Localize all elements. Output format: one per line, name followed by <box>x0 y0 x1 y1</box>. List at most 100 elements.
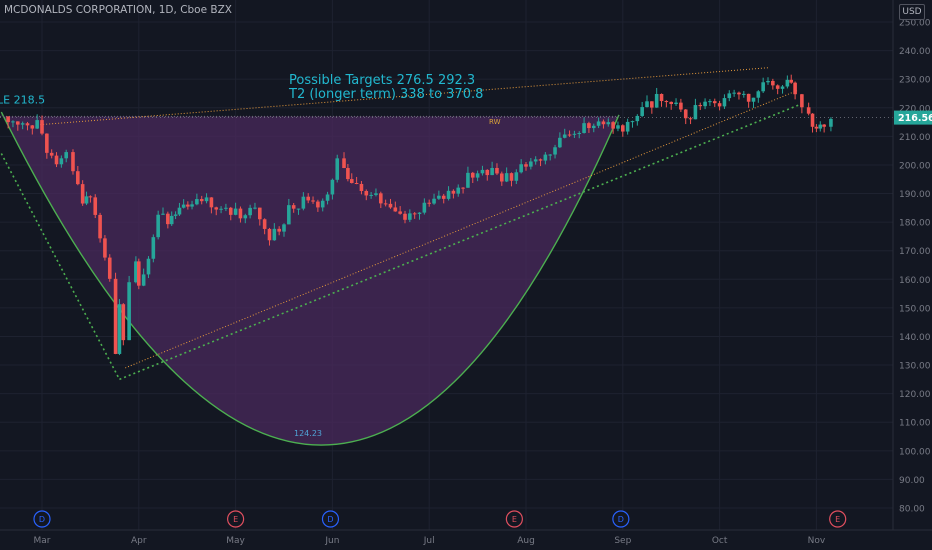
candle-body <box>25 123 30 126</box>
candle-body <box>243 215 248 219</box>
trendline-orange[interactable] <box>125 90 798 369</box>
marker-circle <box>33 510 51 528</box>
currency-badge[interactable]: USD <box>899 4 925 20</box>
trendline-orange[interactable] <box>37 67 769 126</box>
candle-body <box>500 173 504 182</box>
candle-body <box>524 164 528 167</box>
candle-body <box>688 118 693 120</box>
earnings-marker[interactable]: E <box>829 510 847 528</box>
candle-body <box>199 199 204 202</box>
candle-body <box>320 200 325 208</box>
candle-body <box>30 125 35 129</box>
y-tick-label: 230.00 <box>899 76 931 86</box>
marker-circle <box>829 510 847 528</box>
x-tick-label: May <box>226 536 245 546</box>
candle-body <box>529 161 533 167</box>
y-tick-label: 90.00 <box>899 476 925 486</box>
candle-body <box>558 137 562 148</box>
marker-letter: E <box>233 515 238 524</box>
candle-body <box>54 155 59 165</box>
y-tick-label: 150.00 <box>899 304 931 314</box>
dividend-marker[interactable]: D <box>321 510 340 528</box>
dividend-marker[interactable]: D <box>33 510 51 528</box>
earnings-marker[interactable]: E <box>227 510 245 528</box>
candle-body <box>359 183 364 192</box>
candle-body <box>456 187 461 194</box>
candle-body <box>195 199 199 205</box>
x-tick-label: Apr <box>131 536 147 546</box>
candle-body <box>810 113 815 127</box>
candle-body <box>504 173 509 182</box>
candle-body <box>93 197 98 215</box>
marker-letter: E <box>835 515 840 524</box>
candle-body <box>224 207 228 209</box>
y-tick-label: 210.00 <box>899 133 931 143</box>
cup-curve[interactable] <box>0 111 620 446</box>
candle-body <box>674 102 678 105</box>
cup-bottom-label[interactable]: 124.23 <box>294 429 322 438</box>
targets-line-1[interactable]: Possible Targets 276.5 292.3 <box>289 73 475 88</box>
candle-body <box>495 167 499 174</box>
candle-body <box>272 228 277 241</box>
trendline-green[interactable] <box>119 104 800 381</box>
symbol-title[interactable]: MCDONALDS CORPORATION, 1D, Cboe BZX <box>4 4 232 16</box>
y-tick-label: 170.00 <box>899 247 931 257</box>
x-tick-label: Mar <box>34 536 51 546</box>
candle-body <box>509 173 514 181</box>
last-price-label: 216.56 <box>898 113 932 124</box>
candle-body <box>40 120 44 134</box>
candle-body <box>601 121 606 125</box>
candle-body <box>422 202 427 213</box>
candle-body <box>204 197 209 202</box>
candle-body <box>277 228 281 232</box>
candle-body <box>829 118 833 127</box>
cup-area <box>1 112 619 446</box>
candle-body <box>219 208 223 210</box>
marker-circle <box>227 510 245 528</box>
candle-body <box>746 93 751 102</box>
candle-body <box>485 169 490 176</box>
candle-body <box>621 125 625 132</box>
candle-body <box>793 82 797 95</box>
candle-body <box>121 304 126 341</box>
candle-body <box>446 190 451 199</box>
candle-body <box>388 203 393 208</box>
candle-body <box>64 152 68 159</box>
candle-body <box>818 124 823 129</box>
candle-body <box>775 85 780 89</box>
x-tick-label: Jul <box>423 536 435 546</box>
candle-body <box>88 196 93 198</box>
candle-body <box>177 207 182 215</box>
y-tick-label: 140.00 <box>899 333 931 343</box>
candle-body <box>606 122 611 125</box>
marker-circle <box>612 510 630 528</box>
candle-body <box>742 93 746 95</box>
candle-body <box>466 172 470 188</box>
candle-body <box>771 80 775 86</box>
y-tick-label: 100.00 <box>899 447 931 457</box>
candle-body <box>262 219 267 229</box>
candle-body <box>35 120 39 129</box>
candle-body <box>562 134 567 138</box>
candle-body <box>80 184 85 204</box>
candle-body <box>258 207 262 220</box>
candle-body <box>480 169 485 174</box>
candle-body <box>654 93 659 108</box>
candle-body <box>577 132 582 134</box>
candle-body <box>169 215 174 225</box>
candle-body <box>470 172 475 178</box>
marker-letter: D <box>618 515 624 524</box>
level-label[interactable]: LE 218.5 <box>0 93 45 106</box>
candle-body <box>253 207 257 209</box>
last-price-badge[interactable] <box>894 110 932 125</box>
earnings-marker[interactable]: E <box>505 510 523 528</box>
candle-body <box>325 194 330 201</box>
price-scale[interactable] <box>893 0 932 550</box>
dividend-marker[interactable]: D <box>612 510 630 528</box>
candle-body <box>650 101 654 108</box>
candle-body <box>11 121 15 123</box>
targets-line-2[interactable]: T2 (longer term) 338 to 370.8 <box>288 87 483 102</box>
candle-body <box>548 154 552 156</box>
rw-label[interactable]: RW <box>489 118 501 126</box>
